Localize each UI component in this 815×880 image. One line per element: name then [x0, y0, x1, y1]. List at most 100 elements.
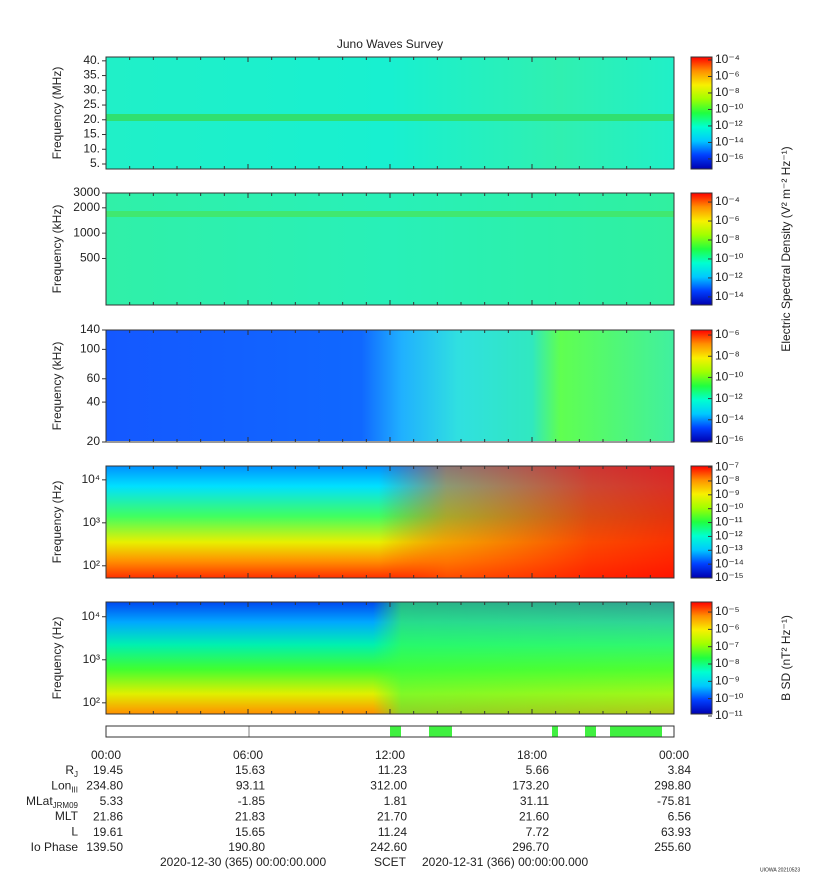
y-tick-label: 3000 [73, 185, 100, 199]
y-tick-label: 100 [80, 342, 100, 356]
mode-segment [390, 726, 401, 737]
colorbar-tick-label: 10⁻⁸ [715, 232, 740, 246]
colorbar-tick-label: 10⁻¹⁵ [715, 570, 744, 584]
y-tick-label: 40 [87, 394, 101, 408]
y-axis-label: Frequency (Hz) [50, 617, 64, 700]
ephemeris-label: LonIII [51, 779, 78, 795]
title: Juno Waves Survey [337, 37, 443, 51]
mode-segment [610, 726, 662, 737]
footer-scet: SCET [374, 855, 407, 869]
colorbar-tick-label: 10⁻¹⁰ [715, 501, 744, 515]
ephemeris-label-text: R [65, 763, 74, 777]
colorbar-label: Electric Spectral Density (V² m⁻² Hz⁻¹) [779, 146, 793, 351]
ephemeris-value: 6.56 [668, 809, 692, 823]
ephemeris-value: 15.65 [235, 825, 265, 839]
mode-segment [552, 726, 558, 737]
ephemeris-value: 296.70 [512, 840, 549, 854]
colorbar-tick-label: 10⁻¹⁰ [715, 251, 744, 265]
y-tick-label: 15. [83, 127, 100, 141]
y-tick-label: 10⁴ [81, 609, 100, 623]
spectrogram-fill [106, 330, 674, 441]
y-axis-label: Frequency (MHz) [50, 67, 64, 160]
colorbar-tick-label: 10⁻¹⁰ [715, 370, 744, 384]
ephemeris-label-text: L [71, 825, 78, 839]
colorbar-tick-label: 10⁻¹³ [715, 542, 743, 556]
ephemeris-label: Io Phase [31, 840, 79, 854]
colorbar-tick-label: 10⁻⁵ [715, 604, 740, 618]
colorbar-tick-label: 10⁻¹² [715, 529, 743, 543]
ephemeris-label-subscript: JRM09 [53, 801, 79, 810]
ephemeris-value: -75.81 [657, 794, 691, 808]
ephemeris-label: L [71, 825, 78, 839]
y-tick-label: 10⁴ [81, 472, 100, 486]
colorbar [690, 329, 713, 443]
mode-segment [248, 726, 250, 737]
ephemeris-value: 11.23 [378, 763, 407, 777]
y-tick-label: 20 [87, 434, 101, 448]
ephemeris-value: 255.60 [654, 840, 691, 854]
colorbar-tick-label: 10⁻¹⁰ [715, 691, 744, 705]
colorbar-tick-label: 10⁻⁷ [715, 639, 739, 653]
colorbar [690, 465, 713, 579]
y-tick-label: 10³ [83, 652, 100, 666]
ephemeris-label-subscript: III [71, 786, 78, 795]
y-tick-label: 30. [83, 82, 100, 96]
ephemeris-label: MLT [55, 809, 79, 823]
colorbar-tick-label: 10⁻¹⁴ [715, 556, 744, 570]
colorbar [690, 601, 713, 715]
ephemeris-value: 5.66 [526, 763, 550, 777]
spectrogram-band [106, 211, 674, 217]
ephemeris-value: 5.33 [100, 794, 124, 808]
spectrogram-fill [106, 193, 674, 305]
footer-end: 2020-12-31 (366) 00:00:00.000 [422, 855, 588, 869]
spectrogram-overlay [106, 466, 674, 578]
footer-start: 2020-12-30 (365) 00:00:00.000 [160, 855, 326, 869]
colorbar-tick-label: 10⁻¹⁰ [715, 102, 744, 116]
y-tick-label: 10³ [83, 515, 100, 529]
colorbar-tick-label: 10⁻⁴ [715, 52, 740, 66]
colorbar-tick-label: 10⁻⁸ [715, 85, 740, 99]
ephemeris-label-text: MLat [26, 794, 53, 808]
colorbar-tick-label: 10⁻⁷ [715, 459, 739, 473]
colorbar-tick-label: 10⁻¹² [715, 270, 743, 284]
y-tick-label: 2000 [73, 200, 100, 214]
x-tick-label: 00:00 [659, 748, 689, 762]
colorbar-tick-label: 10⁻⁹ [715, 487, 740, 501]
colorbar-tick-label: 10⁻¹⁶ [715, 151, 744, 165]
ephemeris-value: 21.86 [93, 809, 123, 823]
x-tick-label: 06:00 [233, 748, 263, 762]
colorbar-tick-label: 10⁻¹⁴ [715, 135, 744, 149]
ephemeris-label-text: Lon [51, 779, 71, 793]
y-tick-label: 40. [83, 53, 100, 67]
y-tick-label: 25. [83, 97, 100, 111]
ephemeris-value: -1.85 [238, 794, 266, 808]
y-tick-label: 20. [83, 112, 100, 126]
colorbar-tick-label: 10⁻⁶ [715, 622, 740, 636]
ephemeris-value: 21.60 [519, 809, 549, 823]
ephemeris-value: 234.80 [86, 779, 123, 793]
ephemeris-value: 3.84 [668, 763, 692, 777]
spectrogram-fill [106, 57, 674, 169]
colorbar-tick-label: 10⁻¹¹ [715, 708, 743, 722]
colorbar-tick-label: 10⁻⁸ [715, 473, 740, 487]
y-axis-label: Frequency (kHz) [50, 205, 64, 294]
spectrogram-band [106, 114, 674, 121]
mode-segment [429, 726, 452, 737]
colorbar-tick-label: 10⁻⁸ [715, 348, 740, 362]
ephemeris-value: 312.00 [370, 779, 407, 793]
y-tick-label: 35. [83, 68, 100, 82]
colorbar-tick-label: 10⁻¹⁶ [715, 433, 744, 447]
ephemeris-label-text: MLT [55, 809, 79, 823]
colorbar-tick-label: 10⁻¹² [715, 118, 743, 132]
ephemeris-value: 31.11 [520, 794, 549, 808]
x-tick-label: 00:00 [91, 748, 121, 762]
spectrogram-images [106, 57, 674, 714]
colorbar-tick-label: 10⁻⁹ [715, 674, 740, 688]
mode-segment [585, 726, 596, 737]
ephemeris-label-text: Io Phase [31, 840, 79, 854]
y-tick-label: 10² [83, 558, 100, 572]
colorbar-tick-label: 10⁻⁶ [715, 69, 740, 83]
colorbar-tick-label: 10⁻⁸ [715, 656, 740, 670]
ephemeris-value: 190.80 [228, 840, 265, 854]
